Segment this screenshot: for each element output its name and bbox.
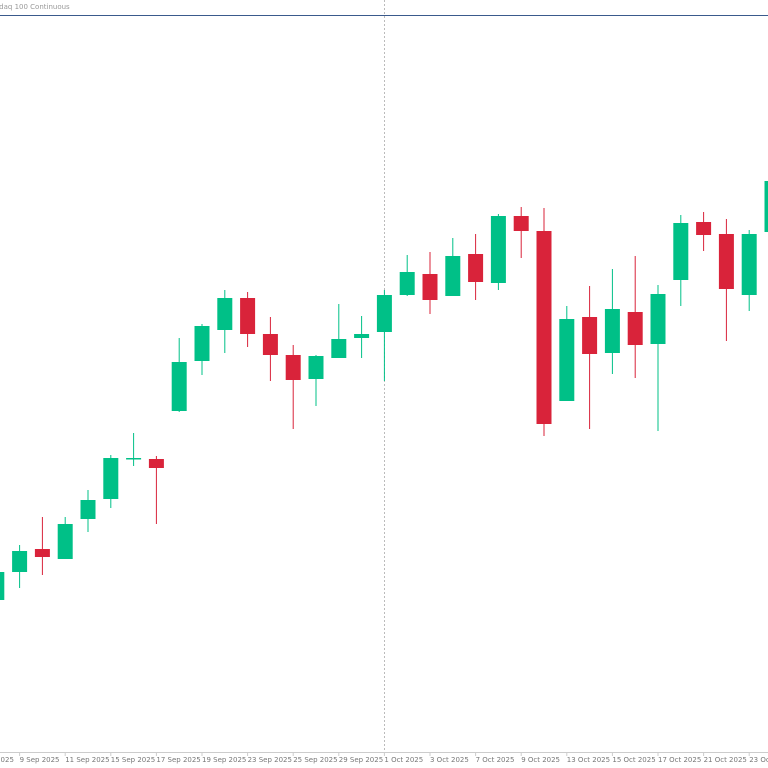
x-tick-label: 23 Oct 2025 xyxy=(749,756,768,764)
candle-body xyxy=(171,362,187,411)
candle-body xyxy=(696,222,712,235)
candle-body xyxy=(764,181,768,232)
x-tick-label: 1 Oct 2025 xyxy=(384,756,423,764)
candle-body xyxy=(194,326,210,361)
candle-body xyxy=(422,274,438,300)
candle-body xyxy=(650,294,666,344)
x-tick-label: 29 Sep 2025 xyxy=(339,756,383,764)
x-tick-label: 3 Oct 2025 xyxy=(430,756,469,764)
x-tick-label: 5 Sep 2025 xyxy=(0,756,14,764)
x-tick-label: 19 Sep 2025 xyxy=(202,756,246,764)
x-tick-label: 15 Sep 2025 xyxy=(111,756,155,764)
candle-body xyxy=(103,458,119,499)
candle-body xyxy=(262,334,278,355)
candle-body xyxy=(718,234,734,289)
x-tick-label: 9 Sep 2025 xyxy=(20,756,60,764)
candle-body xyxy=(376,295,392,332)
x-tick-label: 9 Oct 2025 xyxy=(521,756,560,764)
candle-body xyxy=(34,549,50,557)
candle-body xyxy=(741,234,757,295)
candle-body xyxy=(399,272,415,295)
candle-body xyxy=(12,551,28,572)
x-tick-label: 23 Sep 2025 xyxy=(248,756,292,764)
candle-body xyxy=(468,254,484,282)
candle-body xyxy=(513,216,529,231)
chart-title: Nasdaq 100 Continuous xyxy=(0,3,70,11)
x-tick-label: 7 Oct 2025 xyxy=(476,756,515,764)
candle-body xyxy=(217,298,233,330)
candle-body xyxy=(445,256,461,296)
candle-body xyxy=(536,231,552,424)
candle-body xyxy=(582,317,598,354)
candle-body xyxy=(604,309,620,353)
candle-body xyxy=(627,312,643,345)
x-tick-label: 15 Oct 2025 xyxy=(612,756,655,764)
candle-body xyxy=(240,298,256,334)
candle-body xyxy=(148,459,164,468)
candle-body xyxy=(331,339,347,358)
candle-body xyxy=(80,500,96,519)
candle-body xyxy=(126,458,142,460)
x-tick-label: 13 Oct 2025 xyxy=(567,756,610,764)
x-tick-label: 17 Oct 2025 xyxy=(658,756,701,764)
x-tick-label: 11 Sep 2025 xyxy=(65,756,109,764)
x-tick-label: 25 Sep 2025 xyxy=(293,756,337,764)
x-tick-label: 17 Sep 2025 xyxy=(156,756,200,764)
candle-body xyxy=(354,334,370,338)
candle-body xyxy=(490,216,506,283)
candle-body xyxy=(308,356,324,379)
candle-body xyxy=(673,223,689,280)
chart-header xyxy=(0,0,768,15)
candle-body xyxy=(0,572,5,600)
candle-body xyxy=(57,524,73,559)
x-tick-label: 21 Oct 2025 xyxy=(704,756,747,764)
candle-body xyxy=(285,355,301,380)
candle-body xyxy=(559,319,575,401)
